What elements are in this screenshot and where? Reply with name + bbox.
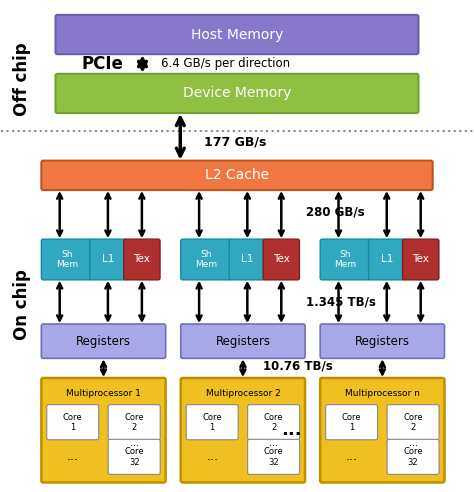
Text: L2 Cache: L2 Cache bbox=[205, 168, 269, 183]
FancyBboxPatch shape bbox=[402, 239, 439, 280]
FancyBboxPatch shape bbox=[387, 439, 439, 474]
FancyBboxPatch shape bbox=[41, 324, 165, 358]
Text: Core
1: Core 1 bbox=[342, 412, 361, 432]
Text: ...: ... bbox=[346, 450, 357, 463]
FancyBboxPatch shape bbox=[186, 404, 238, 440]
FancyBboxPatch shape bbox=[108, 404, 160, 440]
FancyBboxPatch shape bbox=[263, 239, 300, 280]
Text: Sh
Mem: Sh Mem bbox=[335, 250, 356, 269]
FancyBboxPatch shape bbox=[181, 378, 305, 483]
FancyBboxPatch shape bbox=[320, 378, 445, 483]
Text: Tex: Tex bbox=[412, 254, 429, 265]
Text: L1: L1 bbox=[381, 254, 393, 265]
Text: Registers: Registers bbox=[215, 335, 270, 348]
Text: Core
2: Core 2 bbox=[264, 412, 283, 432]
Text: ...: ... bbox=[130, 438, 139, 448]
FancyBboxPatch shape bbox=[247, 439, 300, 474]
FancyBboxPatch shape bbox=[108, 439, 160, 474]
FancyBboxPatch shape bbox=[55, 15, 419, 54]
FancyBboxPatch shape bbox=[320, 324, 445, 358]
Text: ...: ... bbox=[281, 421, 301, 439]
Text: ...: ... bbox=[206, 450, 218, 463]
FancyBboxPatch shape bbox=[90, 239, 126, 280]
FancyBboxPatch shape bbox=[41, 239, 92, 280]
FancyBboxPatch shape bbox=[229, 239, 265, 280]
Text: Core
32: Core 32 bbox=[264, 447, 283, 466]
Text: Tex: Tex bbox=[134, 254, 150, 265]
FancyBboxPatch shape bbox=[369, 239, 405, 280]
FancyBboxPatch shape bbox=[124, 239, 160, 280]
Text: Sh
Mem: Sh Mem bbox=[55, 250, 78, 269]
Text: Multiprocessor 1: Multiprocessor 1 bbox=[66, 389, 141, 398]
FancyBboxPatch shape bbox=[320, 239, 371, 280]
FancyBboxPatch shape bbox=[41, 160, 433, 190]
Text: Device Memory: Device Memory bbox=[183, 87, 291, 100]
Text: Registers: Registers bbox=[76, 335, 131, 348]
FancyBboxPatch shape bbox=[55, 74, 419, 113]
Text: 280 GB/s: 280 GB/s bbox=[306, 206, 364, 218]
Text: Off chip: Off chip bbox=[13, 42, 31, 116]
Text: 1.345 TB/s: 1.345 TB/s bbox=[306, 295, 375, 308]
Text: Core
2: Core 2 bbox=[124, 412, 144, 432]
Text: L1: L1 bbox=[241, 254, 254, 265]
Text: On chip: On chip bbox=[13, 270, 31, 340]
Text: Core
2: Core 2 bbox=[403, 412, 423, 432]
Text: ...: ... bbox=[269, 438, 278, 448]
FancyBboxPatch shape bbox=[387, 404, 439, 440]
FancyBboxPatch shape bbox=[326, 404, 378, 440]
FancyBboxPatch shape bbox=[181, 324, 305, 358]
Text: L1: L1 bbox=[102, 254, 114, 265]
Text: Host Memory: Host Memory bbox=[191, 28, 283, 41]
Text: Registers: Registers bbox=[355, 335, 410, 348]
Text: PCIe: PCIe bbox=[82, 55, 124, 73]
Text: Tex: Tex bbox=[273, 254, 290, 265]
FancyBboxPatch shape bbox=[47, 404, 99, 440]
Text: 6.4 GB/s per direction: 6.4 GB/s per direction bbox=[161, 58, 291, 70]
Text: Multiprocessor n: Multiprocessor n bbox=[345, 389, 420, 398]
Text: Core
1: Core 1 bbox=[202, 412, 222, 432]
Text: Sh
Mem: Sh Mem bbox=[195, 250, 217, 269]
FancyBboxPatch shape bbox=[41, 378, 165, 483]
Text: Core
1: Core 1 bbox=[63, 412, 82, 432]
Text: Core
32: Core 32 bbox=[403, 447, 423, 466]
Text: Multiprocessor 2: Multiprocessor 2 bbox=[206, 389, 280, 398]
Text: 177 GB/s: 177 GB/s bbox=[204, 135, 266, 148]
Text: 10.76 TB/s: 10.76 TB/s bbox=[263, 359, 333, 372]
FancyBboxPatch shape bbox=[247, 404, 300, 440]
Text: ...: ... bbox=[67, 450, 79, 463]
Text: Core
32: Core 32 bbox=[124, 447, 144, 466]
FancyBboxPatch shape bbox=[181, 239, 231, 280]
Text: ...: ... bbox=[409, 438, 418, 448]
